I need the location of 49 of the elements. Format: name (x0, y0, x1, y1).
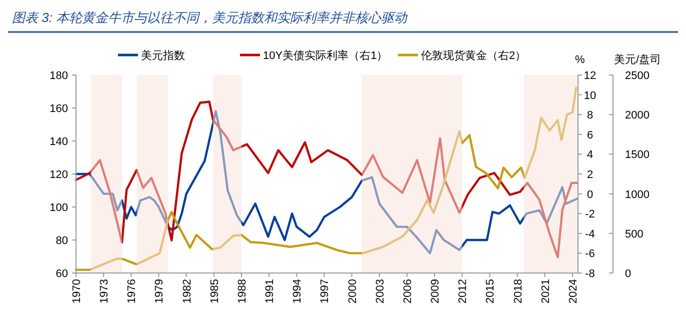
x-tick-label: 1973 (98, 279, 111, 304)
y2-tick-label: 8 (586, 110, 594, 122)
y2-tick-label: 6 (586, 129, 594, 142)
y-tick-label: 120 (50, 169, 68, 181)
x-tick-label: 2015 (484, 279, 497, 304)
x-tick-label: 1994 (292, 279, 304, 304)
y2-tick-label: -4 (585, 228, 595, 240)
y2-tick-label: 12 (584, 70, 596, 82)
x-tick-label: 1982 (181, 279, 194, 304)
x-tick-label: 1979 (154, 279, 166, 304)
x-tick-label: 1997 (319, 279, 332, 304)
y2-tick-label: 0 (586, 188, 594, 201)
y-tick-label: 160 (50, 103, 68, 115)
y3-tick-label: 2500 (625, 70, 650, 82)
legend-label: 美元指数 (141, 49, 185, 62)
x-tick-label: 2018 (512, 279, 524, 304)
x-tick-label: 2021 (540, 279, 552, 304)
y-tick-label: 100 (50, 202, 68, 214)
x-tick-label: 1970 (71, 279, 83, 304)
x-tick-label: 1988 (236, 279, 248, 304)
x-tick-label: 2000 (346, 279, 359, 304)
y2-axis-title: % (575, 54, 585, 66)
y2-tick-label: -6 (585, 248, 595, 260)
y-tick-label: 140 (50, 136, 68, 148)
x-tick-label: 2024 (567, 279, 580, 304)
x-tick-label: 1991 (264, 279, 276, 304)
y-tick-label: 180 (50, 70, 68, 82)
x-tick-label: 1976 (126, 279, 138, 304)
y-tick-label: 80 (56, 235, 68, 247)
legend-label: 10Y美债实际利率（右1） (263, 49, 388, 62)
x-tick-label: 2009 (430, 279, 442, 304)
x-tick-label: 2012 (457, 279, 470, 304)
y2-tick-label: -2 (585, 208, 595, 221)
x-tick-label: 2003 (374, 279, 386, 304)
y3-tick-label: 2000 (625, 110, 650, 122)
x-tick-label: 1985 (208, 279, 221, 304)
y2-tick-label: 10 (584, 90, 596, 102)
y3-axis-title: 美元/盘司 (614, 53, 662, 66)
y-tick-label: 60 (56, 268, 68, 280)
y3-tick-label: 500 (625, 228, 644, 240)
y2-tick-label: 4 (586, 149, 594, 162)
x-tick-label: 2006 (402, 279, 414, 304)
y3-tick-label: 1500 (625, 149, 650, 162)
y3-tick-label: 0 (625, 268, 632, 280)
y3-tick-label: 1000 (625, 188, 650, 201)
chart-title: 图表 3: 本轮黄金牛市与以往不同，美元指数和实际利率并非核心驱动 (12, 10, 408, 25)
y2-tick-label: 2 (586, 169, 594, 181)
y2-tick-label: -8 (585, 268, 595, 280)
legend-label: 伦敦现货黄金（右2） (421, 49, 526, 62)
